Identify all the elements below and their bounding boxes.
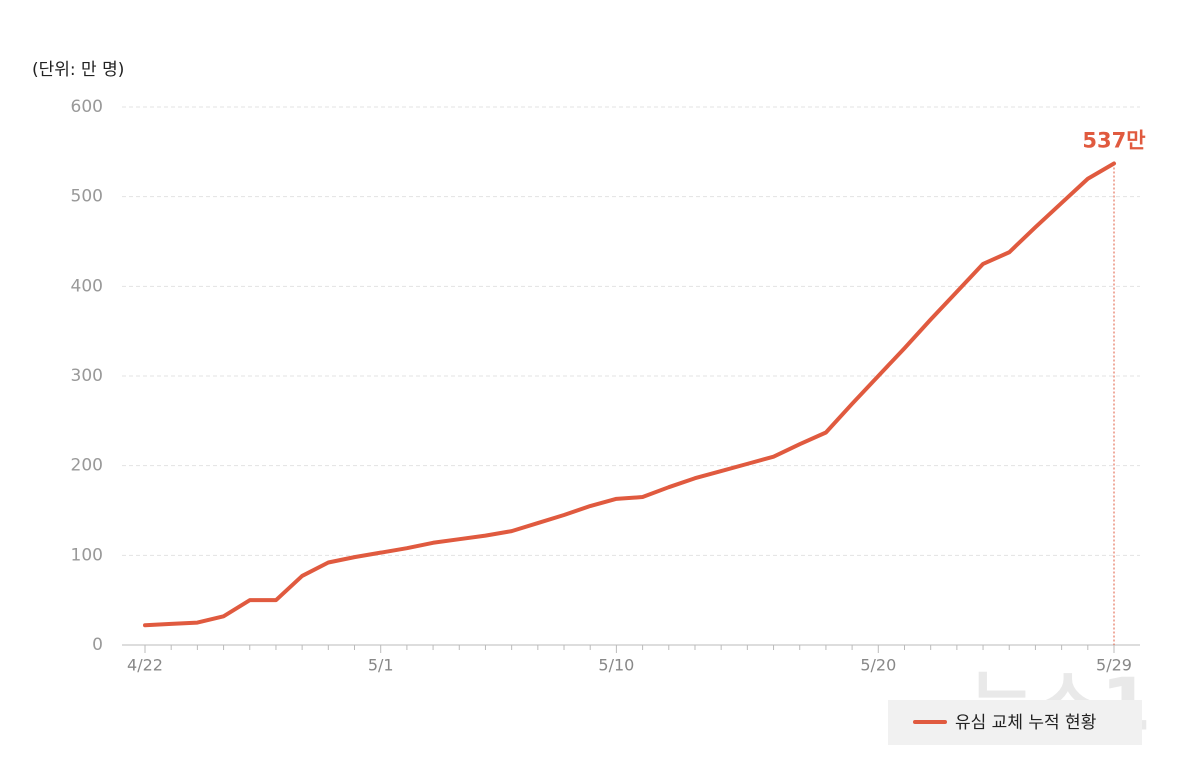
y-tick-label: 300 — [71, 366, 103, 386]
annotation: 537만 — [1082, 128, 1145, 152]
y-tick-label: 500 — [71, 187, 103, 207]
y-unit-label: (단위: 만 명) — [32, 60, 124, 80]
y-tick-label: 0 — [92, 635, 103, 655]
legend-label: 유심 교체 누적 현황 — [955, 713, 1096, 733]
y-tick-label: 200 — [71, 456, 103, 476]
x-tick-label: 4/22 — [127, 656, 163, 675]
x-tick-label: 5/10 — [598, 656, 634, 675]
series-line — [143, 161, 1116, 628]
y-tick-label: 400 — [71, 276, 103, 296]
y-tick-label: 600 — [71, 97, 103, 117]
y-tick-label: 100 — [71, 545, 103, 565]
x-tick-label: 5/20 — [860, 656, 896, 675]
x-tick-label: 5/1 — [368, 656, 394, 675]
x-tick-label: 5/29 — [1096, 656, 1132, 675]
